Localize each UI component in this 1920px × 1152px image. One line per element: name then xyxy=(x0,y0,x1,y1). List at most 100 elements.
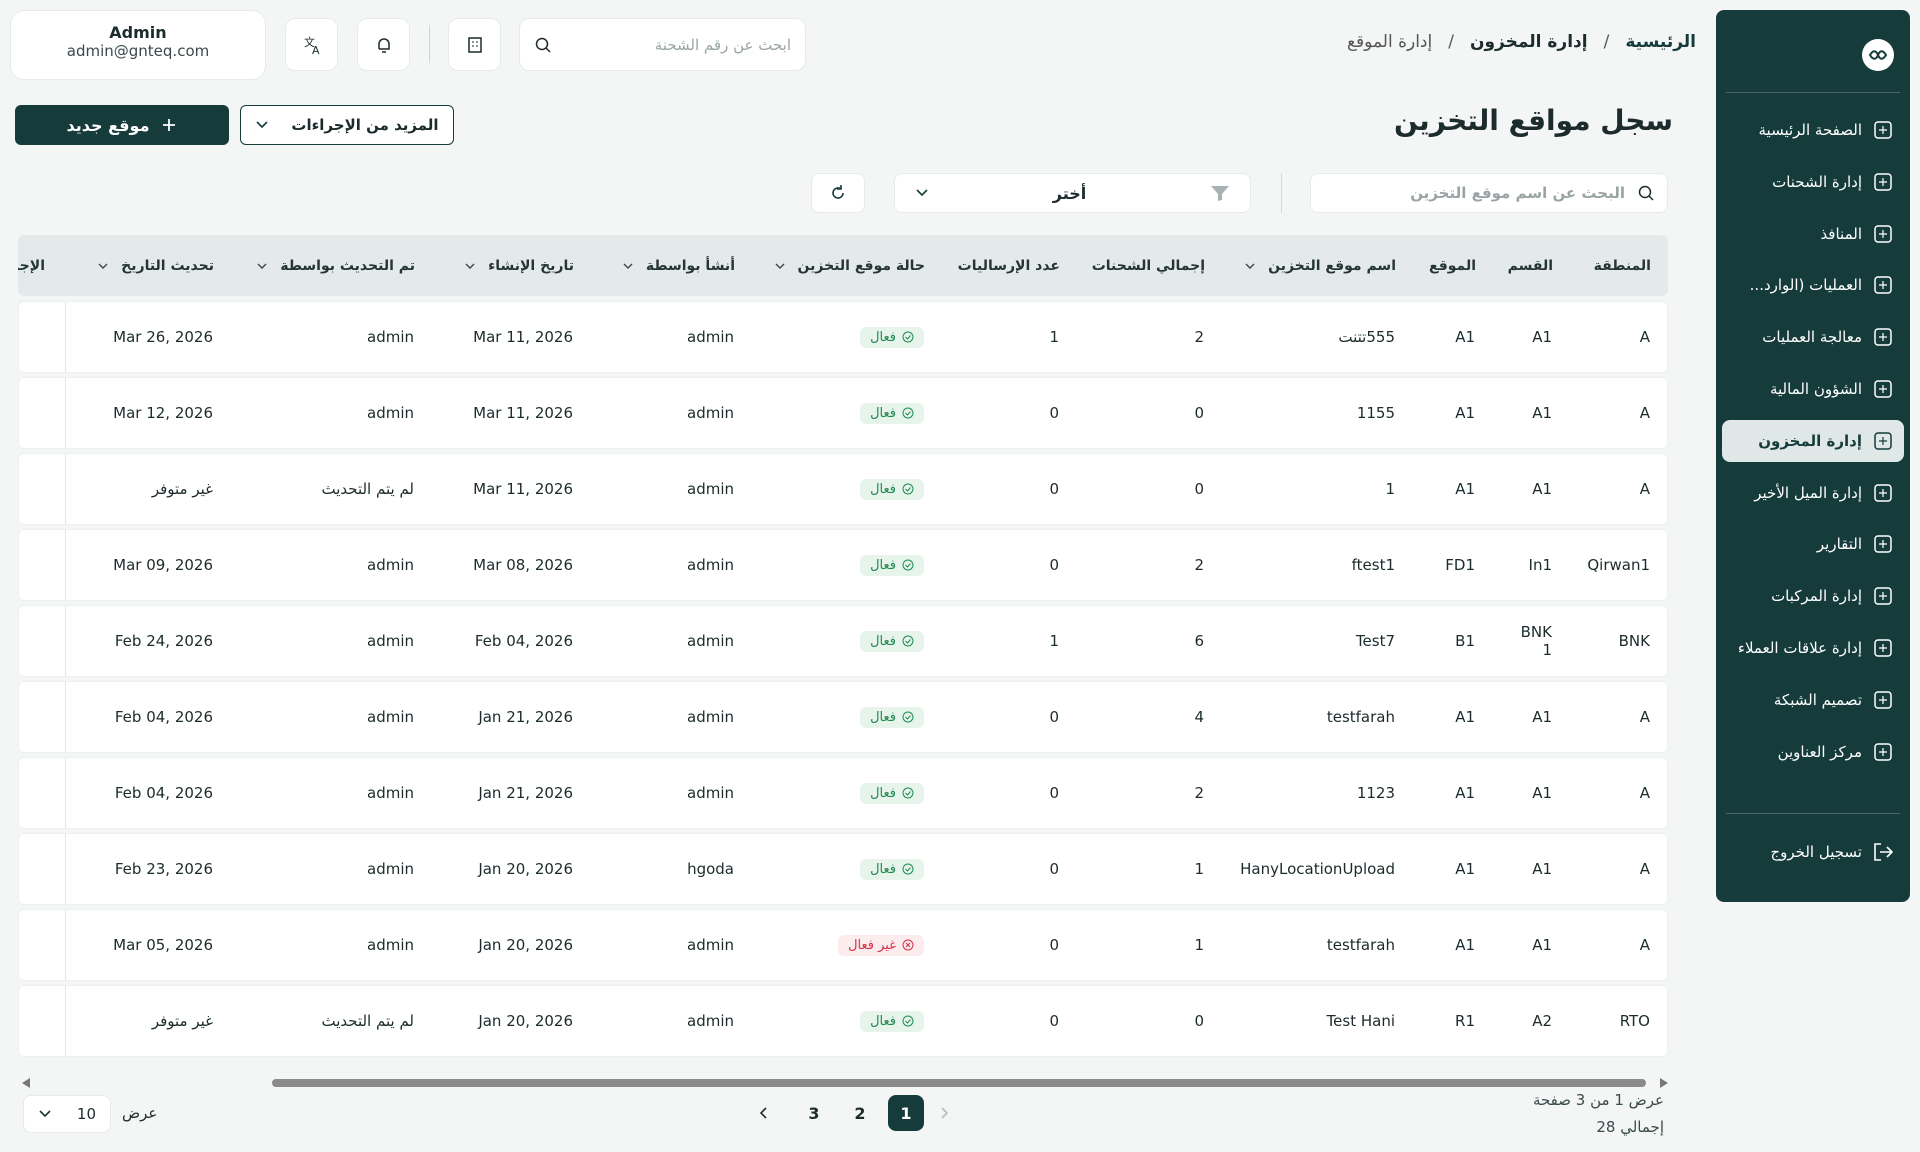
status-icon xyxy=(902,1015,914,1027)
sidebar-item[interactable]: إدارة الميل الأخير xyxy=(1722,472,1904,514)
table-cell: Feb 04, 2026 xyxy=(23,758,213,828)
notifications-button[interactable] xyxy=(357,18,410,71)
page-button[interactable]: 2 xyxy=(854,1103,866,1123)
breadcrumb-item[interactable]: إدارة المخزون xyxy=(1469,32,1588,52)
scrollbar-graphic xyxy=(22,1078,1668,1088)
sidebar-icon xyxy=(1874,535,1892,554)
sidebar-item[interactable]: الصفحة الرئيسية xyxy=(1722,109,1904,151)
table-cell: فعال xyxy=(754,682,924,752)
sidebar-item[interactable]: المنافذ xyxy=(1722,213,1904,255)
sidebar-item[interactable]: إدارة الشحنات xyxy=(1722,161,1904,203)
sidebar-item[interactable]: الشؤون المالية xyxy=(1722,368,1904,410)
search-icon xyxy=(1638,185,1654,201)
shipment-search[interactable]: ابحث عن رقم الشحنة xyxy=(519,18,806,71)
header-cell[interactable]: تم التحديث بواسطة xyxy=(195,235,415,296)
header-cell: إجمالي الشحنات xyxy=(1025,235,1205,296)
breadcrumb-item[interactable]: الرئيسية xyxy=(1625,32,1696,52)
location-search[interactable]: البحث عن اسم موقع التخزين xyxy=(1310,173,1668,213)
table-cell: admin xyxy=(234,606,414,676)
sidebar-icon xyxy=(1874,483,1892,502)
sidebar: تسجيل الخروج الصفحة الرئيسية إدارة الشحنا… xyxy=(1716,10,1910,902)
table-cell: Mar 11, 2026 xyxy=(433,454,573,524)
sidebar-icon xyxy=(1874,276,1892,295)
sidebar-item[interactable]: مركز العناوين xyxy=(1722,731,1904,773)
table-cell: HanyLocationUpload xyxy=(1215,834,1395,904)
table-cell: Jan 20, 2026 xyxy=(433,986,573,1056)
new-location-button[interactable]: موقع جديد xyxy=(15,105,229,145)
cell-text: A2 xyxy=(1532,1012,1552,1030)
cell-text: admin xyxy=(367,632,414,650)
cell-text: admin xyxy=(367,556,414,574)
filter-select[interactable]: أختر xyxy=(894,173,1251,213)
cell-text: testfarah xyxy=(1326,936,1395,954)
table-cell: Mar 26, 2026 xyxy=(23,302,213,372)
cell-text: 4 xyxy=(1194,708,1204,726)
sidebar-item[interactable]: تصميم الشبكة xyxy=(1722,679,1904,721)
cell-text: BNK 1 xyxy=(1520,623,1552,659)
table-cell: 0 xyxy=(929,682,1059,752)
column-title: إجمالي الشحنات xyxy=(1091,257,1205,274)
table-cell: 2 xyxy=(1064,530,1204,600)
more-actions-button[interactable]: المزيد من الإجراءات xyxy=(240,105,454,145)
table-cell: Feb 04, 2026 xyxy=(433,606,573,676)
table-cell: A1 xyxy=(1508,302,1552,372)
table-cell: Test7 xyxy=(1215,606,1395,676)
user-card[interactable]: Admin admin@gnteq.com xyxy=(10,10,266,80)
sidebar-item[interactable]: العمليات (الوارد... xyxy=(1722,264,1904,306)
table-header: المنطقة القسم الموقع اسم موقع التخزين إجمالي… xyxy=(18,235,1668,296)
search-icon xyxy=(535,37,551,53)
cell-text: HanyLocationUpload xyxy=(1240,860,1395,878)
header-cell[interactable]: تحديث التاريخ xyxy=(18,235,214,296)
header-cell[interactable]: تاريخ الإنشاء xyxy=(394,235,574,296)
sticky-column-edge xyxy=(65,910,66,980)
table-cell: admin xyxy=(234,378,414,448)
cell-text: 1 xyxy=(1049,328,1059,346)
table-cell: 6 xyxy=(1064,606,1204,676)
next-page[interactable] xyxy=(746,1095,782,1131)
sidebar-item[interactable]: إدارة علاقات العملاء xyxy=(1722,627,1904,669)
svg-text:文: 文 xyxy=(304,35,315,49)
cell-text: admin xyxy=(687,936,734,954)
horizontal-scrollbar[interactable] xyxy=(22,1074,1668,1088)
page-size-select[interactable]: 10 xyxy=(23,1095,111,1133)
refresh-button[interactable] xyxy=(811,173,865,213)
cell-text: Jan 20, 2026 xyxy=(478,936,573,954)
prev-page[interactable] xyxy=(927,1095,963,1131)
table-cell: Jan 20, 2026 xyxy=(433,834,573,904)
sidebar-label: الشؤون المالية xyxy=(1769,380,1862,398)
cell-text: A1 xyxy=(1455,936,1475,954)
sidebar-item[interactable]: معالجة العمليات xyxy=(1722,316,1904,358)
page-button[interactable]: 1 xyxy=(888,1095,924,1131)
cell-text: Mar 05, 2026 xyxy=(113,936,213,954)
table-cell: 555تتنت xyxy=(1215,302,1395,372)
header-cell[interactable]: أنشأ بواسطة xyxy=(555,235,735,296)
sidebar-item[interactable]: إدارة المركبات xyxy=(1722,575,1904,617)
header-cell[interactable]: حالة موقع التخزين xyxy=(715,235,925,296)
cell-text: A xyxy=(1639,860,1650,878)
sidebar-label: الصفحة الرئيسية xyxy=(1758,121,1863,139)
company-button[interactable] xyxy=(448,18,501,71)
cell-text: BNK xyxy=(1618,632,1650,650)
refresh-icon xyxy=(832,185,844,199)
table-cell: A2 xyxy=(1508,986,1552,1056)
table-cell: A1 xyxy=(1405,682,1475,752)
divider xyxy=(1726,813,1900,814)
status-text: فعال xyxy=(870,329,896,345)
more-actions-label: المزيد من الإجراءات xyxy=(291,116,439,134)
filter-icon xyxy=(1211,186,1229,201)
cell-text: 6 xyxy=(1194,632,1204,650)
sidebar-item[interactable]: التقارير xyxy=(1722,523,1904,565)
logout-label: تسجيل الخروج xyxy=(1770,843,1862,861)
table-cell: A1 xyxy=(1405,758,1475,828)
table-cell: BNK xyxy=(1570,606,1650,676)
sort-icon xyxy=(465,263,475,269)
sidebar-label: المنافذ xyxy=(1820,224,1862,243)
column-title: اسم موقع التخزين xyxy=(1268,257,1396,274)
page-button[interactable]: 3 xyxy=(808,1103,820,1123)
sidebar-item[interactable]: إدارة المخزون xyxy=(1722,419,1904,462)
header-cell[interactable]: اسم موقع التخزين xyxy=(1176,235,1396,296)
logout-item[interactable]: تسجيل الخروج xyxy=(1722,831,1904,873)
status-badge: فعال xyxy=(860,706,924,728)
table-cell: admin xyxy=(594,758,734,828)
